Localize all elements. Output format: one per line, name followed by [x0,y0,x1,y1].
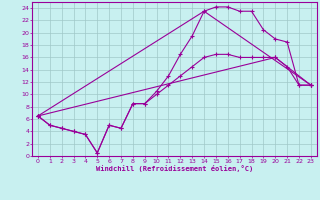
X-axis label: Windchill (Refroidissement éolien,°C): Windchill (Refroidissement éolien,°C) [96,165,253,172]
